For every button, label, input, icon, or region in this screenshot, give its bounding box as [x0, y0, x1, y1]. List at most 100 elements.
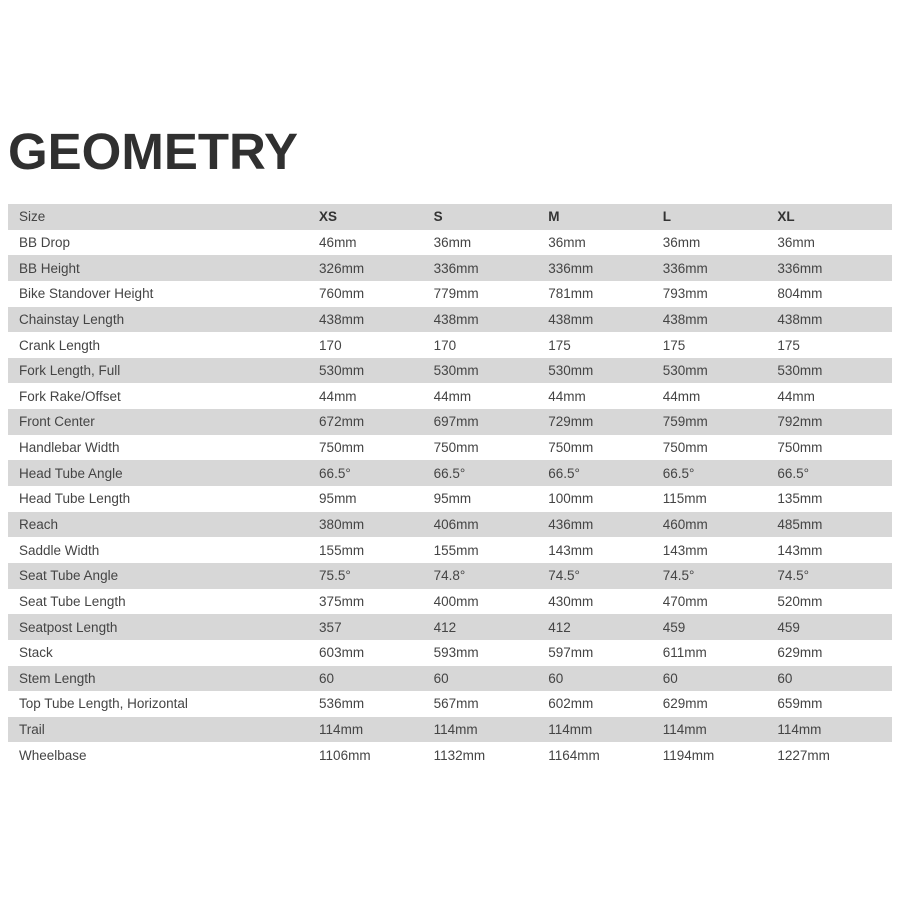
table-row: Front Center 672mm 697mm 729mm 759mm 792mm: [8, 409, 892, 435]
row-label: Fork Rake/Offset: [19, 388, 121, 404]
value-cell: 567mm: [433, 696, 479, 712]
value-cell: 114mm: [319, 716, 434, 743]
value-cell: 430mm: [548, 593, 594, 609]
value-cell: 143mm: [548, 542, 594, 558]
value-cell: 1164mm: [548, 747, 600, 763]
value-cell: 170: [319, 337, 342, 353]
row-label: Trail: [8, 716, 320, 743]
header-size-label: Size: [8, 204, 320, 230]
value-cell: 44mm: [433, 388, 472, 404]
value-cell: 603mm: [319, 645, 365, 661]
row-label: Seat Tube Angle: [8, 562, 320, 589]
value-cell: 760mm: [319, 286, 365, 302]
value-cell: 115mm: [662, 491, 707, 507]
value-cell: 170: [433, 337, 457, 353]
value-cell: 1227mm: [777, 747, 830, 763]
value-cell: 114mm: [433, 716, 549, 743]
table-row: Head Tube Length 95mm 95mm 100mm 115mm 135mm: [8, 486, 892, 512]
value-cell: 781mm: [548, 286, 594, 302]
value-cell: 175: [662, 337, 686, 353]
value-cell: 60: [433, 665, 549, 692]
row-label: Bike Standover Height: [19, 286, 154, 302]
value-cell: 536mm: [319, 696, 365, 712]
value-cell: 66.5°: [319, 460, 434, 487]
value-cell: 459: [662, 614, 778, 640]
value-cell: 114mm: [662, 716, 778, 743]
value-cell: 66.5°: [548, 460, 663, 487]
row-label: Stem Length: [8, 665, 320, 692]
value-cell: 750mm: [319, 440, 365, 456]
value-cell: 114mm: [777, 716, 892, 743]
value-cell: 729mm: [548, 409, 663, 435]
value-cell: 336mm: [433, 255, 549, 281]
value-cell: 60: [548, 665, 663, 692]
table-row: Saddle Width 155mm 155mm 143mm 143mm 143mm: [8, 537, 892, 563]
row-label: Saddle Width: [19, 542, 100, 558]
value-cell: 336mm: [777, 255, 892, 281]
value-cell: 155mm: [319, 542, 365, 558]
value-cell: 602mm: [548, 696, 594, 712]
value-cell: 750mm: [777, 440, 823, 456]
value-cell: 792mm: [777, 409, 892, 435]
value-cell: 66.5°: [777, 460, 892, 487]
header-size-cell: L: [662, 204, 778, 230]
row-label: Stack: [19, 645, 53, 661]
value-cell: 520mm: [777, 593, 823, 609]
row-label: Seatpost Length: [8, 614, 320, 640]
value-cell: 697mm: [433, 409, 549, 435]
value-cell: 438mm: [433, 306, 549, 333]
table-row: Fork Rake/Offset 44mm 44mm 44mm 44mm 44mm: [8, 383, 892, 409]
value-cell: 175: [777, 337, 800, 353]
value-cell: 750mm: [662, 440, 708, 456]
row-label: BB Drop: [19, 234, 71, 250]
value-cell: 438mm: [777, 306, 892, 333]
value-cell: 36mm: [548, 234, 586, 250]
value-cell: 672mm: [319, 409, 434, 435]
value-cell: 375mm: [319, 593, 365, 609]
row-label: Head Tube Length: [19, 491, 131, 507]
value-cell: 530mm: [548, 357, 663, 384]
table-row: Seatpost Length 357 412 412 459 459: [8, 614, 892, 640]
table-row: Fork Length, Full 530mm 530mm 530mm 530mm 530…: [8, 357, 892, 384]
table-row: BB Height 326mm 336mm 336mm 336mm 336mm: [8, 255, 892, 281]
table-row: Stem Length 60 60 60 60 60: [8, 665, 892, 692]
value-cell: 460mm: [662, 511, 778, 538]
value-cell: 36mm: [433, 234, 472, 250]
value-cell: 114mm: [548, 716, 663, 743]
value-cell: 143mm: [662, 542, 708, 558]
value-cell: 60: [662, 665, 778, 692]
value-cell: 406mm: [433, 511, 549, 538]
value-cell: 336mm: [548, 255, 663, 281]
value-cell: 436mm: [548, 511, 663, 538]
row-label: Chainstay Length: [8, 306, 320, 333]
value-cell: 380mm: [319, 511, 434, 538]
value-cell: 793mm: [662, 286, 708, 302]
value-cell: 438mm: [319, 306, 434, 333]
value-cell: 470mm: [662, 593, 708, 609]
value-cell: 100mm: [548, 491, 594, 507]
value-cell: 326mm: [319, 255, 434, 281]
row-label: Fork Length, Full: [8, 357, 320, 384]
value-cell: 66.5°: [662, 460, 778, 487]
value-cell: 759mm: [662, 409, 778, 435]
value-cell: 95mm: [433, 491, 472, 507]
page-title: GEOMETRY: [8, 123, 298, 180]
table-row: Handlebar Width 750mm 750mm 750mm 750mm 750mm: [8, 435, 892, 461]
value-cell: 36mm: [662, 234, 701, 250]
value-cell: 44mm: [548, 388, 586, 404]
value-cell: 357: [319, 614, 434, 640]
table-row: Stack 603mm 593mm 597mm 611mm 629mm: [8, 640, 892, 666]
value-cell: 175: [548, 337, 571, 353]
value-cell: 438mm: [548, 306, 663, 333]
value-cell: 1106mm: [319, 747, 371, 763]
table-row: Top Tube Length, Horizontal 536mm 567mm 602…: [8, 691, 892, 717]
value-cell: 155mm: [433, 542, 479, 558]
value-cell: 74.5°: [777, 562, 892, 589]
value-cell: 459: [777, 614, 892, 640]
value-cell: 593mm: [433, 645, 479, 661]
row-label: Crank Length: [19, 337, 101, 353]
value-cell: 629mm: [662, 696, 708, 712]
row-label: Head Tube Angle: [8, 460, 320, 487]
value-cell: 74.5°: [662, 562, 778, 589]
table-row: Bike Standover Height 760mm 779mm 781mm 793m…: [8, 281, 892, 307]
